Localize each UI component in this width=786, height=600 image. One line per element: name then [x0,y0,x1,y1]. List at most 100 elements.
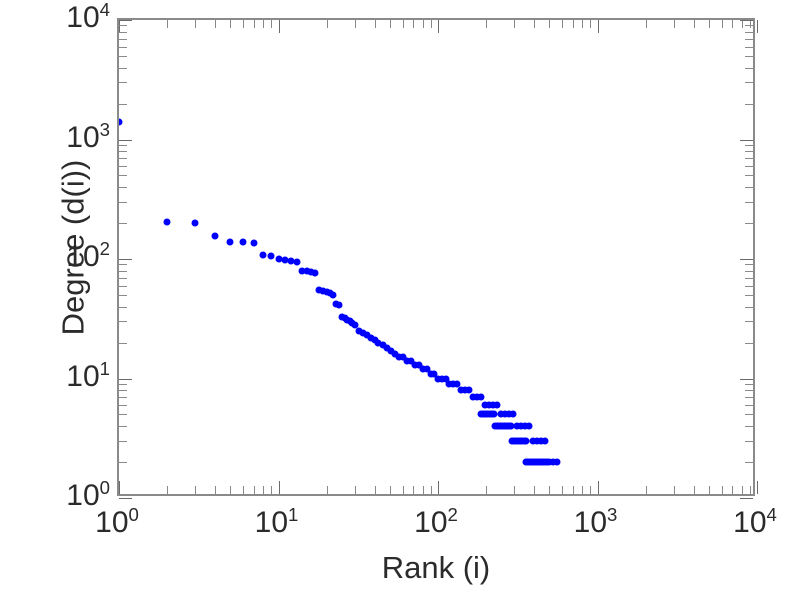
y-axis-tick [745,46,753,48]
y-axis-tick [119,285,127,287]
x-axis-tick [757,481,758,494]
data-point [537,437,545,445]
y-axis-tick [119,67,127,69]
y-tick-label: 100 [66,477,110,512]
y-axis-tick [745,166,753,167]
data-point [363,331,371,339]
x-axis-tick [354,20,356,28]
y-axis-tick [119,414,127,416]
x-axis-tick [253,486,255,494]
x-axis-tick [673,486,675,494]
y-axis-tick [745,321,753,323]
data-point [303,267,311,275]
y-axis-tick [745,285,753,287]
y-axis-tick [745,294,753,296]
data-point [442,375,450,382]
y-axis-tick [119,139,132,141]
y-tick-label: 103 [66,118,110,154]
y-axis-tick [119,144,127,146]
y-axis-tick [745,270,753,272]
x-axis-tick [230,20,232,28]
plot-area [117,18,758,499]
x-tick-label: 103 [573,504,618,539]
y-axis-tick [745,414,753,416]
y-axis-tick [745,144,753,146]
data-point [490,410,498,418]
x-axis-tick [230,486,232,494]
data-point [374,339,382,347]
data-point [287,257,295,265]
x-axis-tick [430,20,432,28]
data-point [522,437,530,445]
data-point [275,255,282,263]
x-axis-tick [741,486,743,494]
data-point [529,437,537,445]
y-axis-tick [119,46,127,48]
x-axis-tick [645,486,647,494]
y-axis-tick [119,38,127,40]
data-point [293,258,301,266]
x-axis-tick [430,486,432,494]
x-axis-tick [486,486,487,494]
data-point [119,118,123,126]
data-point [493,401,501,409]
data-point [525,422,533,430]
x-axis-tick [195,486,197,494]
y-axis-tick [119,31,127,33]
data-point [533,437,541,445]
data-point [387,347,395,355]
y-axis-tick [119,20,132,21]
data-point [521,422,529,430]
y-axis-tick [745,151,753,153]
data-point [379,341,387,349]
y-axis-tick [119,342,127,344]
data-point [307,268,315,276]
data-point [438,375,446,382]
data-points-layer [119,20,753,494]
x-axis-tick [422,486,424,494]
y-axis-tick [119,264,127,266]
x-axis-tick [708,20,710,28]
x-axis-tick [215,486,217,494]
y-axis-tick [119,277,127,279]
x-tick-label: 102 [414,504,458,539]
x-axis-tick [590,20,592,28]
x-axis-tick [402,20,404,28]
x-axis-tick [514,486,516,494]
y-axis-tick [745,38,753,40]
y-axis-tick [119,151,127,153]
data-point [457,386,465,394]
data-point [501,410,509,418]
y-axis-tick [745,187,753,189]
y-axis-tick [745,67,753,69]
y-axis-tick [119,390,127,392]
x-axis-tick [597,20,599,33]
y-axis-tick [119,397,127,398]
x-axis-tick [597,481,599,494]
y-axis-tick [119,25,127,27]
y-axis-tick [119,440,127,442]
data-point [505,410,513,418]
x-axis-tick [486,20,487,28]
y-axis-tick [119,405,127,406]
x-axis-tick [354,486,356,494]
x-axis-tick [263,486,265,494]
x-axis-tick [119,20,120,33]
y-axis-tick [745,158,753,159]
y-axis-tick [745,405,753,406]
y-axis-tick [119,103,127,105]
x-axis-tick [215,20,217,28]
data-point [461,386,469,394]
x-axis-tick [253,20,255,28]
data-point [473,393,481,401]
x-axis-tick [374,486,376,494]
y-axis-tick [745,306,753,308]
y-axis-tick [745,397,753,398]
y-axis-tick [119,306,127,308]
x-axis-tick [243,486,245,494]
data-point [445,380,453,388]
data-point [553,458,561,466]
y-axis-tick [745,31,753,33]
y-axis-tick [119,166,127,167]
data-point [415,361,423,369]
